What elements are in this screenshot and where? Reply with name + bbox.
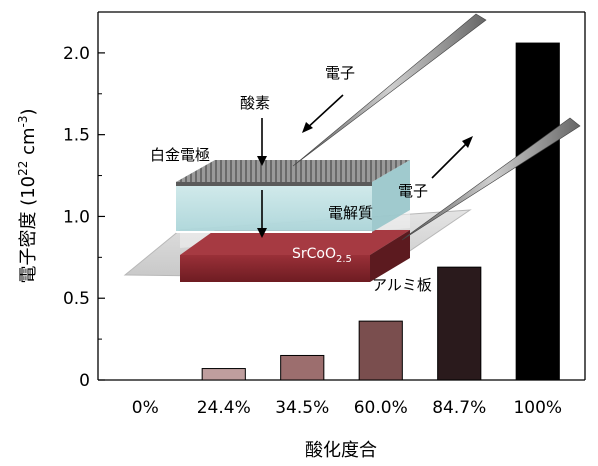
x-tick-label: 60.0% [354,398,408,418]
electron-arrow-right [431,139,471,179]
bar-34-5- [280,354,325,381]
y-tick-label: 0 [79,371,90,391]
label-electrolyte: 電解質 [328,204,373,222]
bar-24-4- [201,368,246,381]
label-oxygen: 酸素 [240,94,270,112]
label-electron-right: 電子 [398,182,428,200]
y-axis-title-mid: cm [18,127,39,160]
label-platinum-electrode: 白金電極 [150,146,210,164]
bar-100- [515,42,560,381]
axes [97,11,586,381]
y-axis-title-exp1: 22 [16,161,30,176]
y-axis-title-main: 電子密度 (10 [18,176,39,284]
platinum-edge [176,182,372,186]
electron-arrowhead-right [462,136,473,148]
electrolyte-side [372,160,410,232]
probe-needle-right [401,117,581,241]
srcoo-side [370,230,410,282]
srcoo-front [180,255,370,282]
electron-arrow-top [304,94,344,131]
electron-arrowhead-top [302,122,313,133]
platinum-electrode [176,160,410,182]
oxygen-arrowhead-2 [257,228,267,238]
y-tick-label: 2.0 [63,44,90,64]
oxygen-arrowhead-1 [257,156,267,166]
srcoo-top [180,230,410,255]
probe-needle-top [292,13,487,167]
y-tick-label: 1.0 [63,207,90,227]
y-axis-title-exp2: -3 [16,115,30,127]
bar-60-0- [358,320,403,381]
y-ticks: 0 0.5 1.0 1.5 2.0 [63,44,105,391]
x-tick-label: 24.4% [197,398,251,418]
bars [201,42,560,381]
label-electron-top: 電子 [325,64,355,82]
label-srcoo: SrCoO2.5 [292,246,352,265]
y-axis-title-end: ) [18,108,39,115]
x-tick-label: 0% [132,398,159,418]
y-tick-label: 1.5 [63,126,90,146]
label-srcoo-base: SrCoO [292,246,336,262]
x-ticks: 0% 24.4% 34.5% 60.0% 84.7% 100% [132,398,562,418]
y-tick-label: 0.5 [63,289,90,309]
label-srcoo-sub: 2.5 [336,254,352,265]
x-tick-label: 100% [513,398,562,418]
device-illustration: 電子 酸素 白金電極 電解質 電子 SrCoO2.5 アルミ板 [123,13,581,294]
label-aluminum-plate: アルミ板 [372,276,432,294]
x-axis-title: 酸化度合 [305,440,377,461]
bar-84-7- [437,266,482,381]
x-tick-label: 84.7% [432,398,486,418]
electrolyte-front [176,182,372,232]
y-axis-title: 電子密度 (1022 cm-3) [16,108,39,283]
x-tick-label: 34.5% [275,398,329,418]
